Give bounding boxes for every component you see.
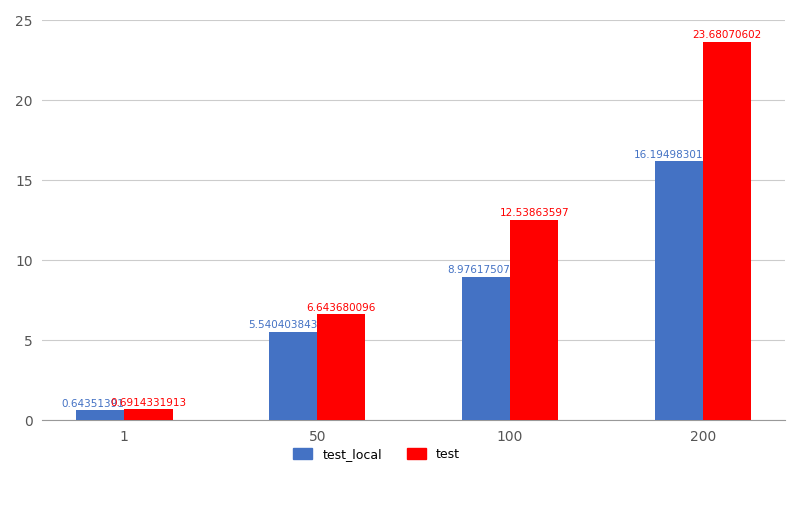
Bar: [703, 41, 751, 421]
Legend: test_local, test: test_local, test: [289, 443, 465, 466]
Bar: [462, 277, 510, 421]
Text: 0.6914331913: 0.6914331913: [110, 398, 186, 408]
Bar: [318, 314, 366, 421]
Text: 0.64351391: 0.64351391: [62, 399, 124, 408]
Text: 5.540403843: 5.540403843: [248, 320, 318, 330]
Text: 6.643680096: 6.643680096: [306, 303, 376, 313]
Text: 8.97617507: 8.97617507: [447, 265, 510, 275]
Text: 23.68070602: 23.68070602: [693, 30, 762, 40]
Bar: [76, 410, 124, 421]
Bar: [124, 409, 173, 421]
Text: 16.19498301: 16.19498301: [634, 150, 703, 160]
Bar: [510, 220, 558, 421]
Bar: [654, 161, 703, 421]
Bar: [269, 332, 318, 421]
Text: 12.53863597: 12.53863597: [499, 208, 569, 218]
